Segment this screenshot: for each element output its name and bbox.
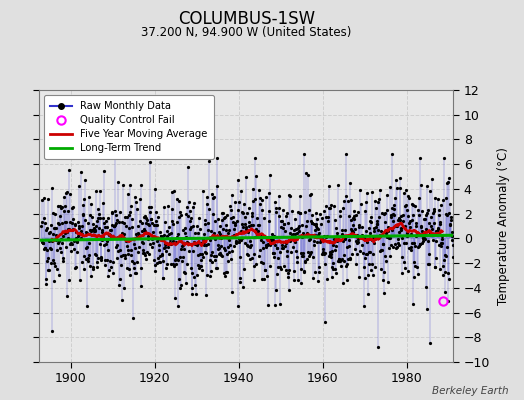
- Y-axis label: Temperature Anomaly (°C): Temperature Anomaly (°C): [497, 147, 510, 305]
- Legend: Raw Monthly Data, Quality Control Fail, Five Year Moving Average, Long-Term Tren: Raw Monthly Data, Quality Control Fail, …: [45, 95, 214, 159]
- Text: Berkeley Earth: Berkeley Earth: [432, 386, 508, 396]
- Text: 37.200 N, 94.900 W (United States): 37.200 N, 94.900 W (United States): [141, 26, 352, 39]
- Text: COLUMBUS-1SW: COLUMBUS-1SW: [178, 10, 315, 28]
